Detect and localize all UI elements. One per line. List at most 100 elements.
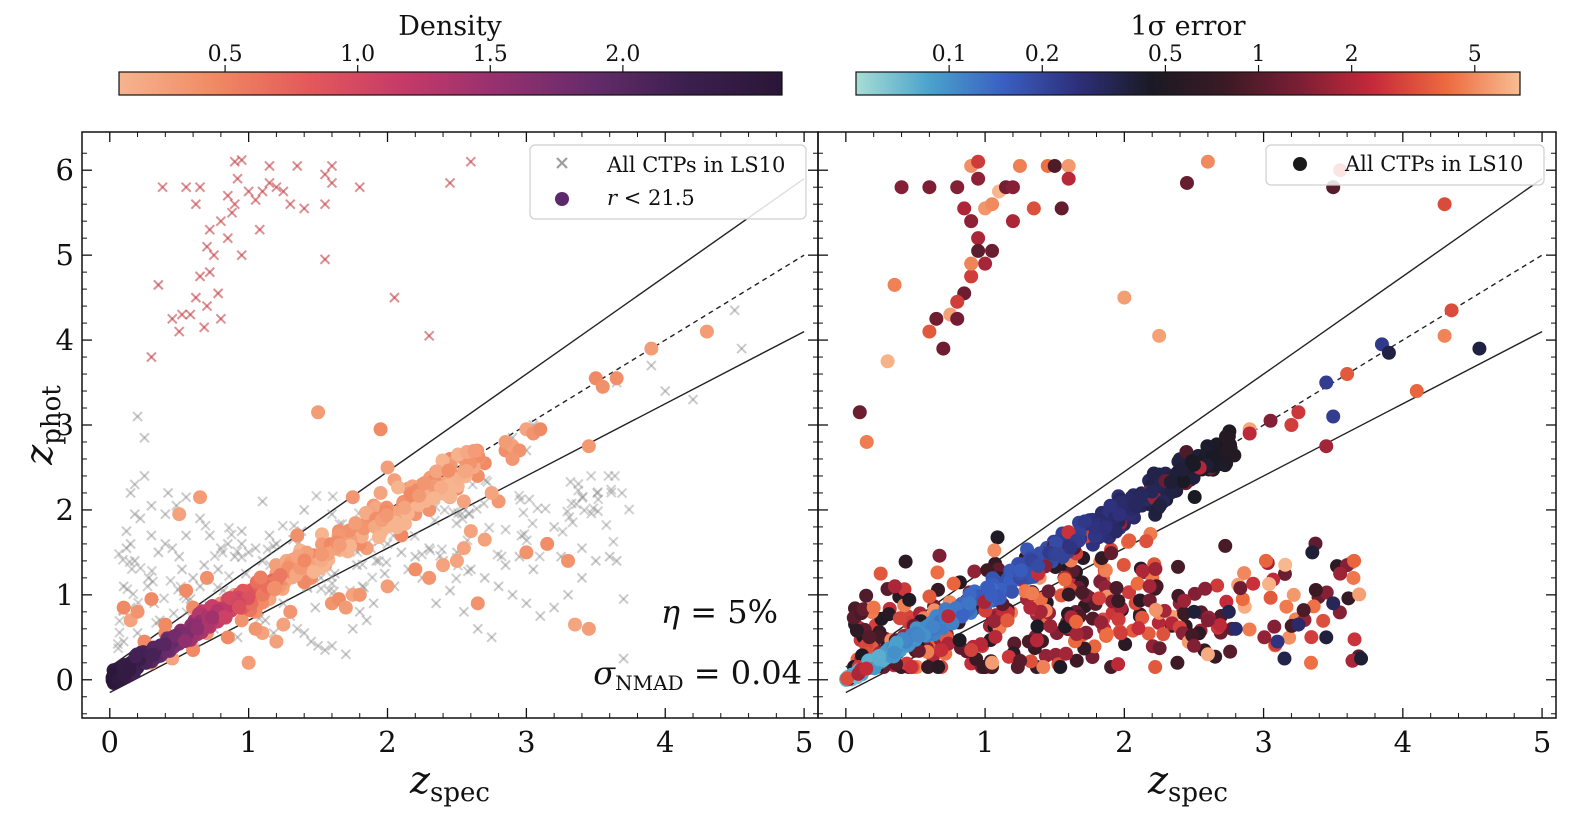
r-cut-point	[417, 476, 432, 491]
xlabel-left-sub: spec	[430, 778, 490, 808]
cross-stroke	[524, 494, 535, 505]
all-ctps-cross-marker	[507, 589, 518, 601]
cross-stroke	[209, 550, 221, 562]
cross-stroke	[212, 288, 224, 299]
r-cut-point	[276, 617, 291, 632]
cross-stroke	[217, 547, 228, 558]
cross-stroke	[548, 521, 560, 533]
r-cut-point	[391, 480, 406, 495]
cross-stroke	[500, 559, 511, 571]
cross-stroke	[519, 528, 530, 540]
all-ctps-cross-marker	[236, 538, 247, 550]
all-ctps-cross-marker	[357, 559, 368, 570]
error-point	[1151, 615, 1166, 630]
cross-stroke	[315, 583, 327, 594]
cross-stroke	[135, 562, 146, 574]
all-ctps-cross-marker	[548, 521, 560, 533]
error-point	[1210, 578, 1225, 593]
cross-stroke	[257, 555, 268, 567]
cross-stroke	[226, 529, 237, 540]
all-ctps-cross-marker	[534, 551, 545, 562]
cross-stroke	[618, 653, 629, 664]
cross-stroke	[396, 547, 407, 558]
all-ctps-cross-marker	[204, 530, 215, 541]
sigma-symbol: σ	[593, 654, 616, 692]
r-cut-point	[436, 558, 451, 573]
all-ctps-cross-marker	[260, 615, 271, 626]
cross-stroke	[257, 186, 268, 197]
error-point	[887, 579, 902, 594]
r-cut-point	[332, 538, 347, 553]
cross-stroke	[180, 530, 192, 541]
error-point	[887, 277, 902, 292]
r-cut-point	[470, 596, 485, 611]
all-ctps-cross-marker	[451, 518, 462, 529]
error-tick-label-5: 5	[1468, 42, 1482, 67]
cross-stroke	[736, 343, 747, 354]
all-ctps-cross-marker	[577, 491, 588, 502]
eta-value: = 5%	[680, 593, 778, 631]
all-ctps-cross-marker	[264, 177, 275, 189]
cross-stroke	[311, 490, 322, 502]
cross-stroke	[185, 309, 196, 320]
all-ctps-cross-marker	[222, 232, 234, 244]
error-point	[985, 655, 1000, 670]
cross-stroke	[357, 581, 368, 592]
all-ctps-cross-marker	[277, 520, 288, 531]
all-ctps-cross-marker	[209, 550, 221, 562]
r-cut-point	[561, 553, 576, 568]
cross-stroke	[229, 551, 240, 562]
cross-stroke	[500, 524, 511, 535]
cross-stroke	[167, 542, 178, 554]
panel-right-legend: All CTPs in LS10	[1265, 144, 1545, 186]
r-cut-point	[435, 453, 450, 468]
error-point	[971, 243, 986, 258]
r-cut-point	[297, 553, 312, 568]
error-point	[894, 180, 909, 195]
all-ctps-cross-marker	[513, 490, 525, 501]
cross-stroke	[326, 640, 338, 652]
all-ctps-cross-marker	[492, 549, 503, 560]
all-ctps-cross-marker	[381, 557, 392, 568]
legend-label-all-ctps-right: All CTPs in LS10	[1344, 152, 1523, 176]
all-ctps-cross-marker	[180, 491, 192, 503]
error-point	[1305, 545, 1320, 560]
r-cut-point	[343, 539, 358, 554]
colorbar-density-bar	[118, 71, 783, 96]
r-cut-point	[290, 528, 305, 543]
cross-stroke	[176, 564, 188, 575]
cross-stroke	[562, 589, 574, 601]
cross-stroke	[646, 360, 657, 371]
error-point	[1278, 557, 1293, 572]
cross-stroke	[373, 555, 385, 567]
error-point	[932, 548, 947, 563]
all-ctps-cross-marker	[521, 535, 532, 546]
cross-stroke	[194, 581, 206, 592]
cross-stroke	[143, 572, 154, 584]
error-point	[1005, 214, 1020, 229]
error-point	[1223, 644, 1238, 659]
all-ctps-cross-marker	[121, 525, 132, 537]
error-point	[873, 566, 888, 581]
all-ctps-cross-marker	[463, 508, 475, 520]
cross-stroke	[601, 519, 612, 531]
error-point	[882, 607, 897, 622]
error-point	[1267, 619, 1282, 634]
error-point	[1139, 534, 1154, 549]
cross-stroke	[329, 568, 340, 579]
cross-stroke	[379, 568, 390, 579]
error-point	[922, 324, 937, 339]
cross-stroke	[209, 550, 221, 562]
all-ctps-cross-marker	[479, 572, 490, 584]
cross-stroke	[436, 544, 448, 555]
all-ctps-cross-marker	[176, 564, 188, 575]
r-cut-point	[248, 621, 263, 636]
error-point	[1075, 585, 1090, 600]
cross-stroke	[174, 551, 185, 562]
cross-stroke	[168, 608, 179, 619]
cross-stroke	[139, 470, 150, 482]
error-point	[1319, 439, 1334, 454]
cross-stroke	[232, 546, 243, 557]
density-tick-label-2: 1.5	[473, 42, 508, 67]
r-cut-point	[314, 527, 329, 542]
